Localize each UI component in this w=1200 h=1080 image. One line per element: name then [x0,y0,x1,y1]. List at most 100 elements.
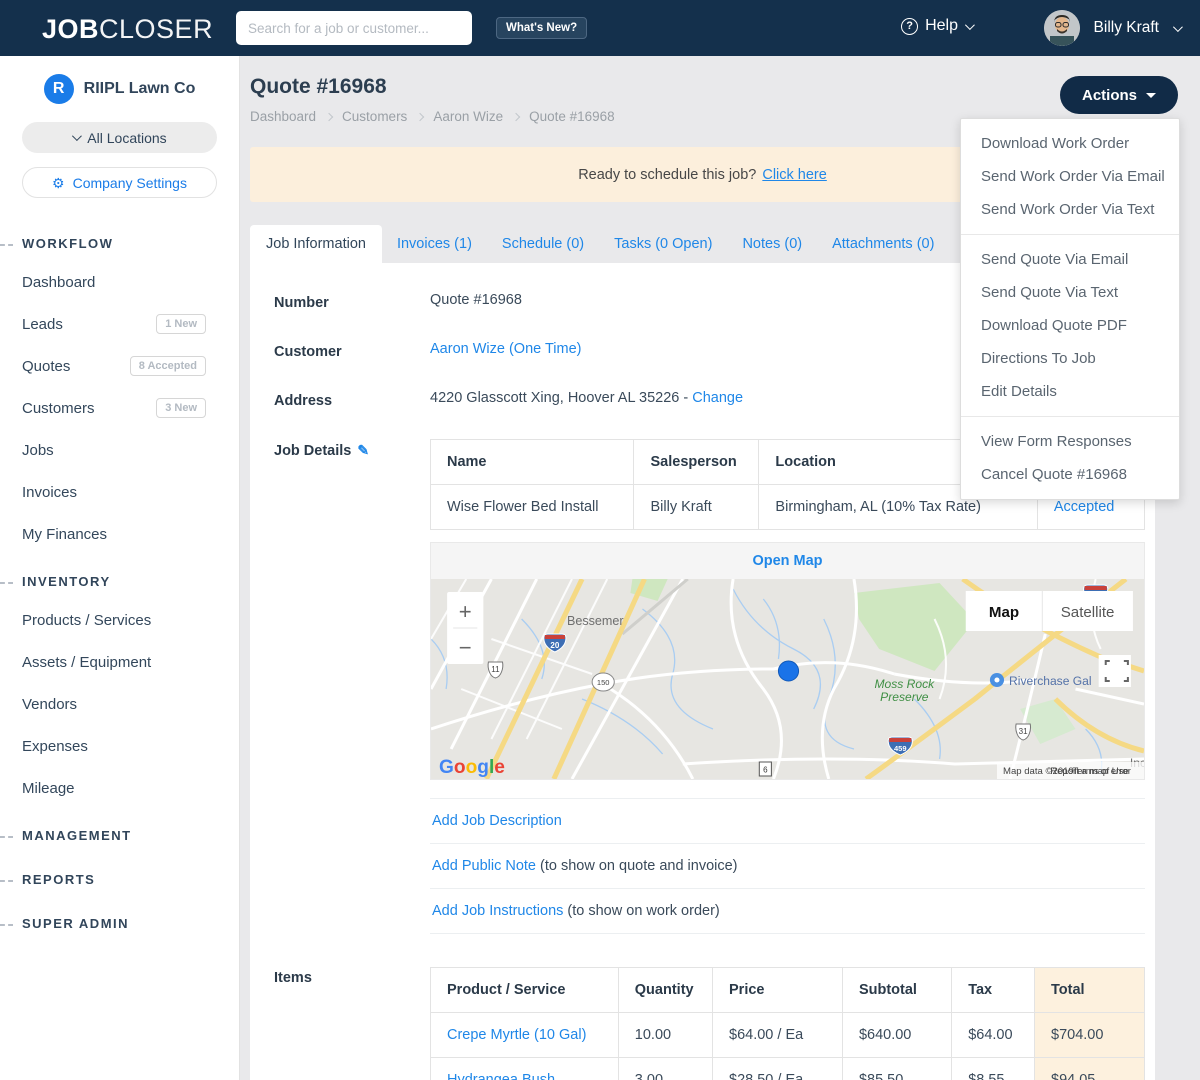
menu-item-send-quote-email[interactable]: Send Quote Via Email [981,251,1129,268]
menu-item-edit-details[interactable]: Edit Details [981,383,1057,400]
number-value: Quote #16968 [430,292,522,308]
banner-click-here-link[interactable]: Click here [762,166,827,183]
menu-divider [961,416,1179,417]
all-locations-selector[interactable]: All Locations [22,122,217,153]
item-1-quantity: 10.00 [617,1012,714,1058]
item-2-tax: $8.55 [951,1057,1035,1080]
add-job-instructions-link[interactable]: Add Job Instructions [432,903,564,919]
svg-text:31: 31 [1019,727,1028,736]
add-public-note-link[interactable]: Add Public Note [432,858,536,874]
tab-schedule[interactable]: Schedule (0) [501,236,585,252]
whats-new-button[interactable]: What's New? [496,17,588,39]
sidebar-item-vendors[interactable]: Vendors [22,695,78,713]
menu-item-send-quote-text[interactable]: Send Quote Via Text [981,284,1119,301]
help-icon: ? [901,17,919,35]
menu-divider [961,234,1179,235]
svg-text:150: 150 [597,678,610,687]
items-row: Items Product / Service Quantity Price S… [274,949,1145,1080]
menu-item-view-form-responses[interactable]: View Form Responses [981,433,1132,450]
sidebar-item-quotes[interactable]: Quotes 8 Accepted [0,345,239,387]
tab-notes[interactable]: Notes (0) [742,236,803,252]
sidebar-section-workflow[interactable]: WORKFLOW [0,226,239,261]
jd-location: Birmingham, AL (10% Tax Rate) [758,484,1038,530]
actions-button[interactable]: Actions [1059,76,1178,114]
items-header-subtotal: Subtotal [841,967,953,1013]
map-data-attribution: Map data ©2019 [1003,766,1074,777]
job-details-label: Job Details [274,443,352,459]
job-location-marker[interactable] [777,660,800,682]
breadcrumb-customers[interactable]: Customers [342,109,408,124]
tab-tasks[interactable]: Tasks (0 Open) [614,236,713,252]
item-2-product-link[interactable]: Hydrangea Bush [447,1072,556,1080]
quote-status-link[interactable]: Accepted [1053,499,1115,515]
item-2-subtotal: $85.50 [841,1057,953,1080]
map-zoom-control[interactable]: + − [447,592,484,664]
actions-dropdown-menu: Download Work Order Send Work Order Via … [960,118,1180,500]
top-bar: JOBCLOSER What's New? ? Help Billy Kraft [0,0,1200,56]
search-input[interactable] [236,11,472,45]
address-change-link[interactable]: Change [692,390,744,406]
logo-light: CLOSER [99,14,214,44]
add-job-instructions-suffix: (to show on work order) [567,903,720,919]
tab-attachments[interactable]: Attachments (0) [832,236,935,252]
report-map-error-link[interactable]: Report a map error [1050,766,1132,777]
user-name: Billy Kraft [1093,19,1159,36]
sidebar-item-assets-equipment[interactable]: Assets / Equipment [22,653,152,671]
sidebar-item-leads[interactable]: Leads 1 New [0,303,239,345]
page-header: Quote #16968 Dashboard Customers Aaron W… [250,56,1180,500]
terms-of-use-link[interactable]: Terms of Use [1072,766,1128,777]
satellite-button[interactable]: Satellite [1061,604,1115,621]
customer-row: Customer Aaron Wize (One Time) [274,326,1145,375]
section-dash-icon [0,923,13,926]
address-value: 4220 Glasscott Xing, Hoover AL 35226 - [430,390,689,406]
sidebar-item-expenses[interactable]: Expenses [22,737,88,755]
menu-item-directions-to-job[interactable]: Directions To Job [981,350,1096,367]
zoom-in-button[interactable]: + [459,599,472,624]
item-2-total: $94.05 [1034,1057,1145,1080]
sidebar-item-customers[interactable]: Customers 3 New [0,387,239,429]
sidebar-section-management[interactable]: MANAGEMENT [0,818,239,853]
fullscreen-button[interactable] [1098,655,1131,687]
sidebar-item-invoices[interactable]: Invoices [22,483,78,501]
leads-badge: 1 New [156,314,206,334]
app-logo[interactable]: JOBCLOSER [42,14,213,45]
tab-job-information[interactable]: Job Information [250,225,382,263]
map-canvas[interactable]: 20 459 459 [431,579,1144,779]
breadcrumb-dashboard[interactable]: Dashboard [250,109,317,124]
customer-link[interactable]: Aaron Wize (One Time) [430,341,582,357]
sidebar-section-reports[interactable]: REPORTS [0,862,239,897]
item-2-price: $28.50 / Ea [712,1057,843,1080]
company-switcher[interactable]: R RIIPL Lawn Co [0,74,239,104]
sidebar-item-mileage[interactable]: Mileage [22,779,75,797]
sidebar-section-super-admin[interactable]: SUPER ADMIN [0,906,239,941]
help-menu[interactable]: ? Help [901,17,975,35]
sidebar-item-jobs[interactable]: Jobs [22,441,54,459]
item-1-product-link[interactable]: Crepe Myrtle (10 Gal) [447,1027,587,1043]
edit-pencil-icon[interactable]: ✎ [357,442,370,458]
menu-item-download-quote-pdf[interactable]: Download Quote PDF [981,317,1127,334]
add-job-description-link[interactable]: Add Job Description [432,813,562,829]
sidebar-item-my-finances[interactable]: My Finances [22,525,108,543]
map-button[interactable]: Map [989,604,1019,621]
banner-text: Ready to schedule this job? [578,166,757,183]
items-table: Product / Service Quantity Price Subtota… [430,967,1145,1080]
menu-item-download-work-order[interactable]: Download Work Order [981,135,1130,152]
menu-item-cancel-quote[interactable]: Cancel Quote #16968 [981,466,1127,483]
svg-text:6: 6 [763,766,768,775]
user-menu[interactable]: Billy Kraft [1043,10,1183,46]
sidebar-item-products-services[interactable]: Products / Services [22,611,152,629]
sidebar-item-dashboard[interactable]: Dashboard [22,273,96,291]
sidebar-section-inventory[interactable]: INVENTORY [0,564,239,599]
menu-item-send-work-order-email[interactable]: Send Work Order Via Email [981,168,1165,185]
breadcrumb-customer-name[interactable]: Aaron Wize [433,109,504,124]
map-card: Open Map [430,542,1145,780]
menu-item-send-work-order-text[interactable]: Send Work Order Via Text [981,201,1155,218]
tab-bar: Job Information Invoices (1) Schedule (0… [250,225,1155,263]
zoom-out-button[interactable]: − [459,635,472,660]
tab-invoices[interactable]: Invoices (1) [396,236,472,252]
open-map-link[interactable]: Open Map [752,553,823,569]
items-header-price: Price [712,967,843,1013]
company-settings-button[interactable]: ⚙ Company Settings [22,167,217,198]
company-name: RIIPL Lawn Co [83,80,196,97]
jd-salesperson: Billy Kraft [633,484,760,530]
